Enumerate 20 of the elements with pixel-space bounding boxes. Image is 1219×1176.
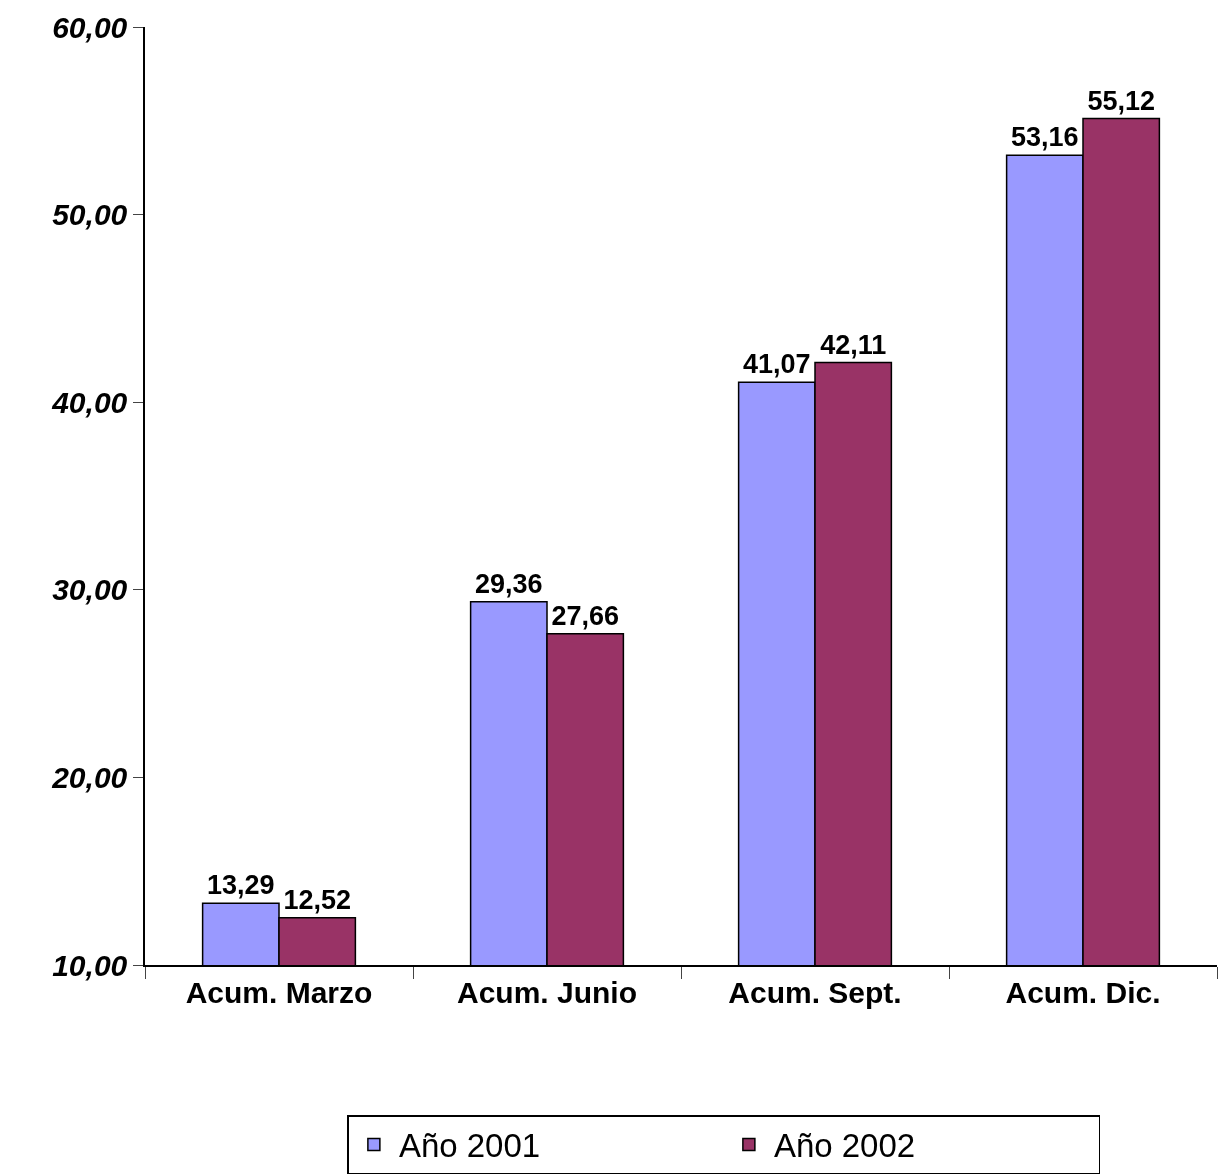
data-label: 13,29	[207, 870, 275, 901]
data-label: 29,36	[475, 568, 543, 599]
y-tick-label: 50,00	[52, 198, 128, 232]
x-tick-label: Acum. Marzo	[185, 975, 373, 1009]
y-tick-label: 40,00	[51, 385, 128, 419]
legend-label: Año 2002	[773, 1127, 916, 1165]
data-label: 42,11	[820, 329, 887, 360]
legend-label: Año 2001	[398, 1127, 541, 1165]
data-label: 53,16	[1011, 122, 1079, 153]
y-tick-label: 60,00	[52, 10, 128, 44]
data-label: 55,12	[1087, 85, 1155, 116]
x-tick-label: Acum. Sept.	[728, 975, 902, 1009]
data-label: 12,52	[283, 884, 351, 915]
x-tick-label: Acum. Dic.	[1005, 975, 1161, 1009]
x-tick-label: Acum. Junio	[456, 975, 638, 1009]
y-tick-label: 20,00	[51, 760, 128, 794]
data-label: 41,07	[743, 349, 811, 380]
y-tick-label: 10,00	[52, 948, 128, 982]
y-tick-label: 30,00	[52, 573, 128, 607]
data-label: 27,66	[551, 600, 619, 631]
